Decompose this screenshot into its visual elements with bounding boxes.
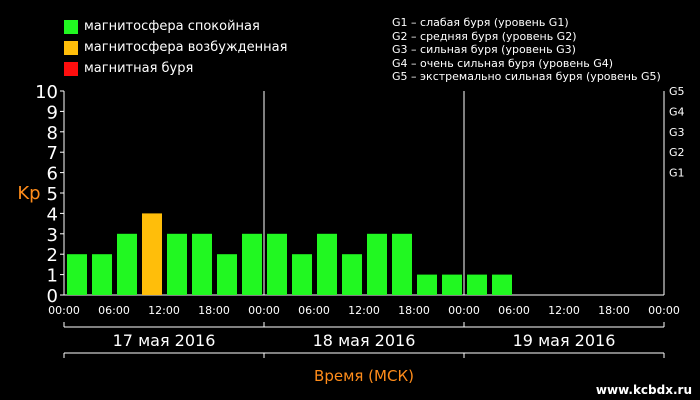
x-tick-label: 18:00 [598, 304, 630, 317]
day-label: 17 мая 2016 [113, 331, 216, 350]
kp-bar [367, 233, 387, 295]
y-tick-label: 10 [35, 82, 58, 103]
kp-bar [467, 274, 487, 295]
legend-item-storm: магнитная буря [64, 58, 287, 79]
kp-bar [267, 233, 287, 295]
activity-legend: магнитосфера спокойная магнитосфера возб… [64, 16, 287, 79]
storm-level-legend: G1 – слабая буря (уровень G1) G2 – средн… [392, 16, 661, 84]
legend-label-quiet: магнитосфера спокойная [84, 19, 260, 34]
x-tick-label: 00:00 [648, 304, 680, 317]
x-tick-label: 06:00 [498, 304, 530, 317]
legend-label-storm: магнитная буря [84, 61, 194, 76]
kp-bar [67, 254, 87, 295]
kp-bar [192, 233, 212, 295]
kp-bar [242, 233, 262, 295]
kp-bar [117, 233, 137, 295]
g-level-label: G2 [669, 146, 685, 159]
day-label: 18 мая 2016 [313, 331, 416, 350]
x-tick-label: 18:00 [198, 304, 230, 317]
y-tick-label: 8 [47, 123, 58, 144]
x-tick-label: 06:00 [298, 304, 330, 317]
g-level-label: G4 [669, 105, 685, 118]
legend-item-quiet: магнитосфера спокойная [64, 16, 287, 37]
x-tick-label: 00:00 [448, 304, 480, 317]
y-tick-label: 2 [47, 245, 58, 266]
kp-bar [442, 274, 462, 295]
y-axis-title: Kp [17, 183, 40, 204]
day-label: 19 мая 2016 [513, 331, 616, 350]
g-level-label: G5 [669, 85, 685, 98]
y-tick-label: 5 [47, 184, 58, 205]
y-tick-label: 3 [47, 225, 58, 246]
kp-bar [492, 274, 512, 295]
x-tick-label: 00:00 [248, 304, 280, 317]
y-tick-label: 6 [47, 164, 58, 185]
kp-bar [417, 274, 437, 295]
y-tick-label: 0 [47, 286, 58, 307]
kp-bar [142, 213, 162, 295]
storm-level-g5: G5 – экстремально сильная буря (уровень … [392, 70, 661, 83]
x-tick-label: 12:00 [148, 304, 180, 317]
kp-bar [217, 254, 237, 295]
legend-swatch-quiet [64, 19, 78, 34]
g-level-label: G3 [669, 126, 685, 139]
x-tick-label: 12:00 [548, 304, 580, 317]
kp-bar [92, 254, 112, 295]
y-tick-label: 7 [47, 143, 58, 164]
storm-level-g4: G4 – очень сильная буря (уровень G4) [392, 56, 614, 70]
storm-level-g3: G3 – сильная буря (уровень G3) [392, 43, 576, 56]
legend-swatch-storm [64, 61, 78, 76]
x-tick-label: 00:00 [48, 304, 80, 317]
kp-bar [342, 254, 362, 295]
kp-bar [392, 233, 412, 295]
x-axis-title: Время (МСК) [314, 367, 414, 385]
legend-item-active: магнитосфера возбужденная [64, 37, 287, 58]
legend-swatch-active [64, 40, 78, 55]
x-tick-label: 18:00 [398, 304, 430, 317]
kp-bar [167, 233, 187, 295]
kp-bar [292, 254, 312, 295]
watermark: www.kcbdx.ru [596, 383, 692, 397]
y-tick-label: 9 [47, 102, 58, 123]
kp-bar [317, 233, 337, 295]
x-tick-label: 06:00 [98, 304, 130, 317]
storm-level-g1: G1 – слабая буря (уровень G1) [392, 16, 569, 29]
storm-level-g2: G2 – средняя буря (уровень G2) [392, 29, 577, 43]
y-tick-label: 1 [47, 266, 58, 287]
g-level-label: G1 [669, 167, 685, 180]
y-tick-label: 4 [47, 204, 58, 225]
x-tick-label: 12:00 [348, 304, 380, 317]
legend-label-active: магнитосфера возбужденная [84, 40, 288, 55]
